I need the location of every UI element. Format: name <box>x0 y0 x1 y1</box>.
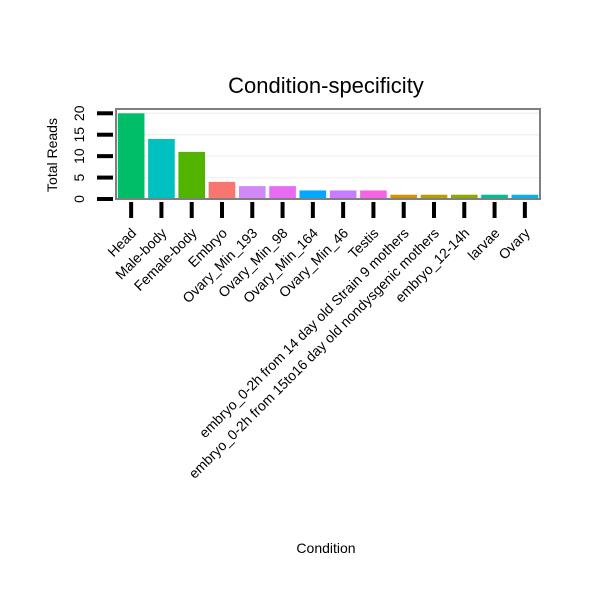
bar-9 <box>360 190 387 199</box>
bar-2 <box>148 139 175 199</box>
bar-14 <box>511 194 539 199</box>
chart-title: Condition-specificity <box>228 73 424 98</box>
x-axis-title: Condition <box>296 540 355 556</box>
bar-11 <box>420 194 448 199</box>
y-tick-label-2: 10 <box>71 148 87 164</box>
bar-8 <box>329 190 357 199</box>
bar-12 <box>450 194 478 199</box>
y-tick-label-0: 0 <box>71 195 87 203</box>
bar-1 <box>117 113 145 199</box>
bar-6 <box>269 186 296 199</box>
bar-3 <box>178 151 206 199</box>
bar-7 <box>299 190 327 199</box>
bar-13 <box>481 194 508 199</box>
bar-10 <box>390 194 418 199</box>
plot-border <box>115 108 541 200</box>
y-tick-label-4: 20 <box>71 105 87 121</box>
bar-4 <box>208 181 236 199</box>
y-axis-title: Total Reads <box>44 118 60 192</box>
bar-5 <box>238 186 266 199</box>
y-tick-label-3: 15 <box>71 127 87 143</box>
y-tick-label-1: 5 <box>71 173 87 181</box>
